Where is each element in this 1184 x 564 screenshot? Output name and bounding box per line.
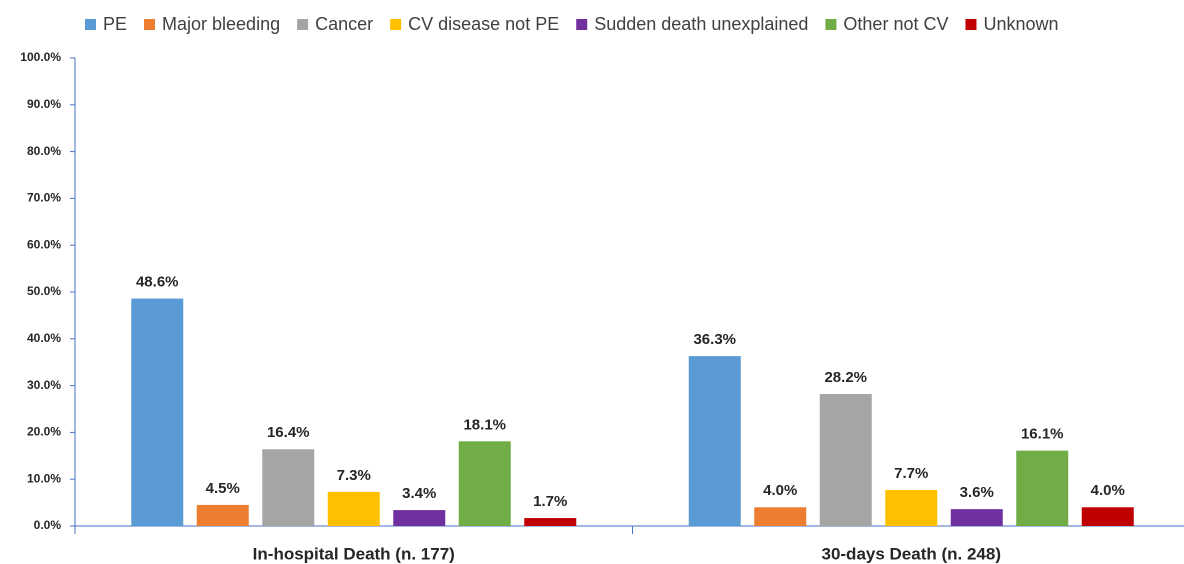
y-tick-label: 40.0% (27, 331, 61, 345)
bar (131, 298, 184, 526)
bar (819, 394, 872, 526)
bar (1081, 507, 1134, 526)
y-tick-label: 60.0% (27, 237, 61, 251)
value-label: 4.0% (1091, 482, 1125, 499)
value-label: 7.3% (337, 467, 371, 484)
legend-swatch (576, 19, 588, 30)
bar (950, 509, 1003, 526)
value-label: 7.7% (894, 465, 928, 482)
legend-swatch (85, 19, 96, 30)
legend-swatch (297, 19, 309, 30)
y-tick-label: 90.0% (27, 97, 61, 111)
value-label: 18.1% (463, 416, 506, 433)
bar (885, 489, 938, 526)
value-label: 4.0% (763, 482, 797, 499)
legend-label: CV disease not PE (408, 14, 559, 34)
value-label: 48.6% (136, 274, 179, 291)
value-label: 3.6% (960, 484, 994, 501)
legend-label: Major bleeding (162, 14, 280, 34)
bar (196, 504, 249, 526)
legend-label: Unknown (983, 14, 1058, 34)
value-label: 36.3% (693, 331, 736, 348)
legend-label: Other not CV (843, 14, 948, 34)
value-label: 28.2% (824, 369, 867, 386)
x-tick-label: 30-days Death (n. 248) (821, 544, 1001, 563)
value-label: 1.7% (533, 493, 567, 510)
value-label: 4.5% (206, 480, 240, 497)
bar (524, 518, 577, 526)
value-label: 3.4% (402, 485, 436, 502)
bar (393, 510, 446, 526)
bar (262, 449, 315, 526)
legend-swatch (144, 19, 156, 30)
y-tick-label: 100.0% (20, 50, 61, 64)
x-tick-label: In-hospital Death (n. 177) (253, 544, 455, 563)
bar (458, 441, 511, 526)
y-tick-label: 0.0% (34, 518, 62, 532)
y-tick-label: 10.0% (27, 471, 61, 485)
y-tick-label: 30.0% (27, 378, 61, 392)
legend-swatch (390, 19, 402, 30)
y-tick-label: 80.0% (27, 144, 61, 158)
bar (688, 356, 741, 526)
y-tick-label: 50.0% (27, 284, 61, 298)
bar (1016, 450, 1069, 526)
value-label: 16.1% (1021, 426, 1064, 443)
bar (327, 491, 380, 526)
legend-swatch (825, 19, 837, 30)
legend-label: Sudden death unexplained (594, 14, 808, 34)
y-tick-label: 20.0% (27, 425, 61, 439)
legend-label: PE (103, 14, 127, 34)
legend-swatch (965, 19, 977, 30)
legend-label: Cancer (315, 14, 373, 34)
y-tick-label: 70.0% (27, 191, 61, 205)
value-label: 16.4% (267, 424, 310, 441)
bar (754, 507, 807, 526)
